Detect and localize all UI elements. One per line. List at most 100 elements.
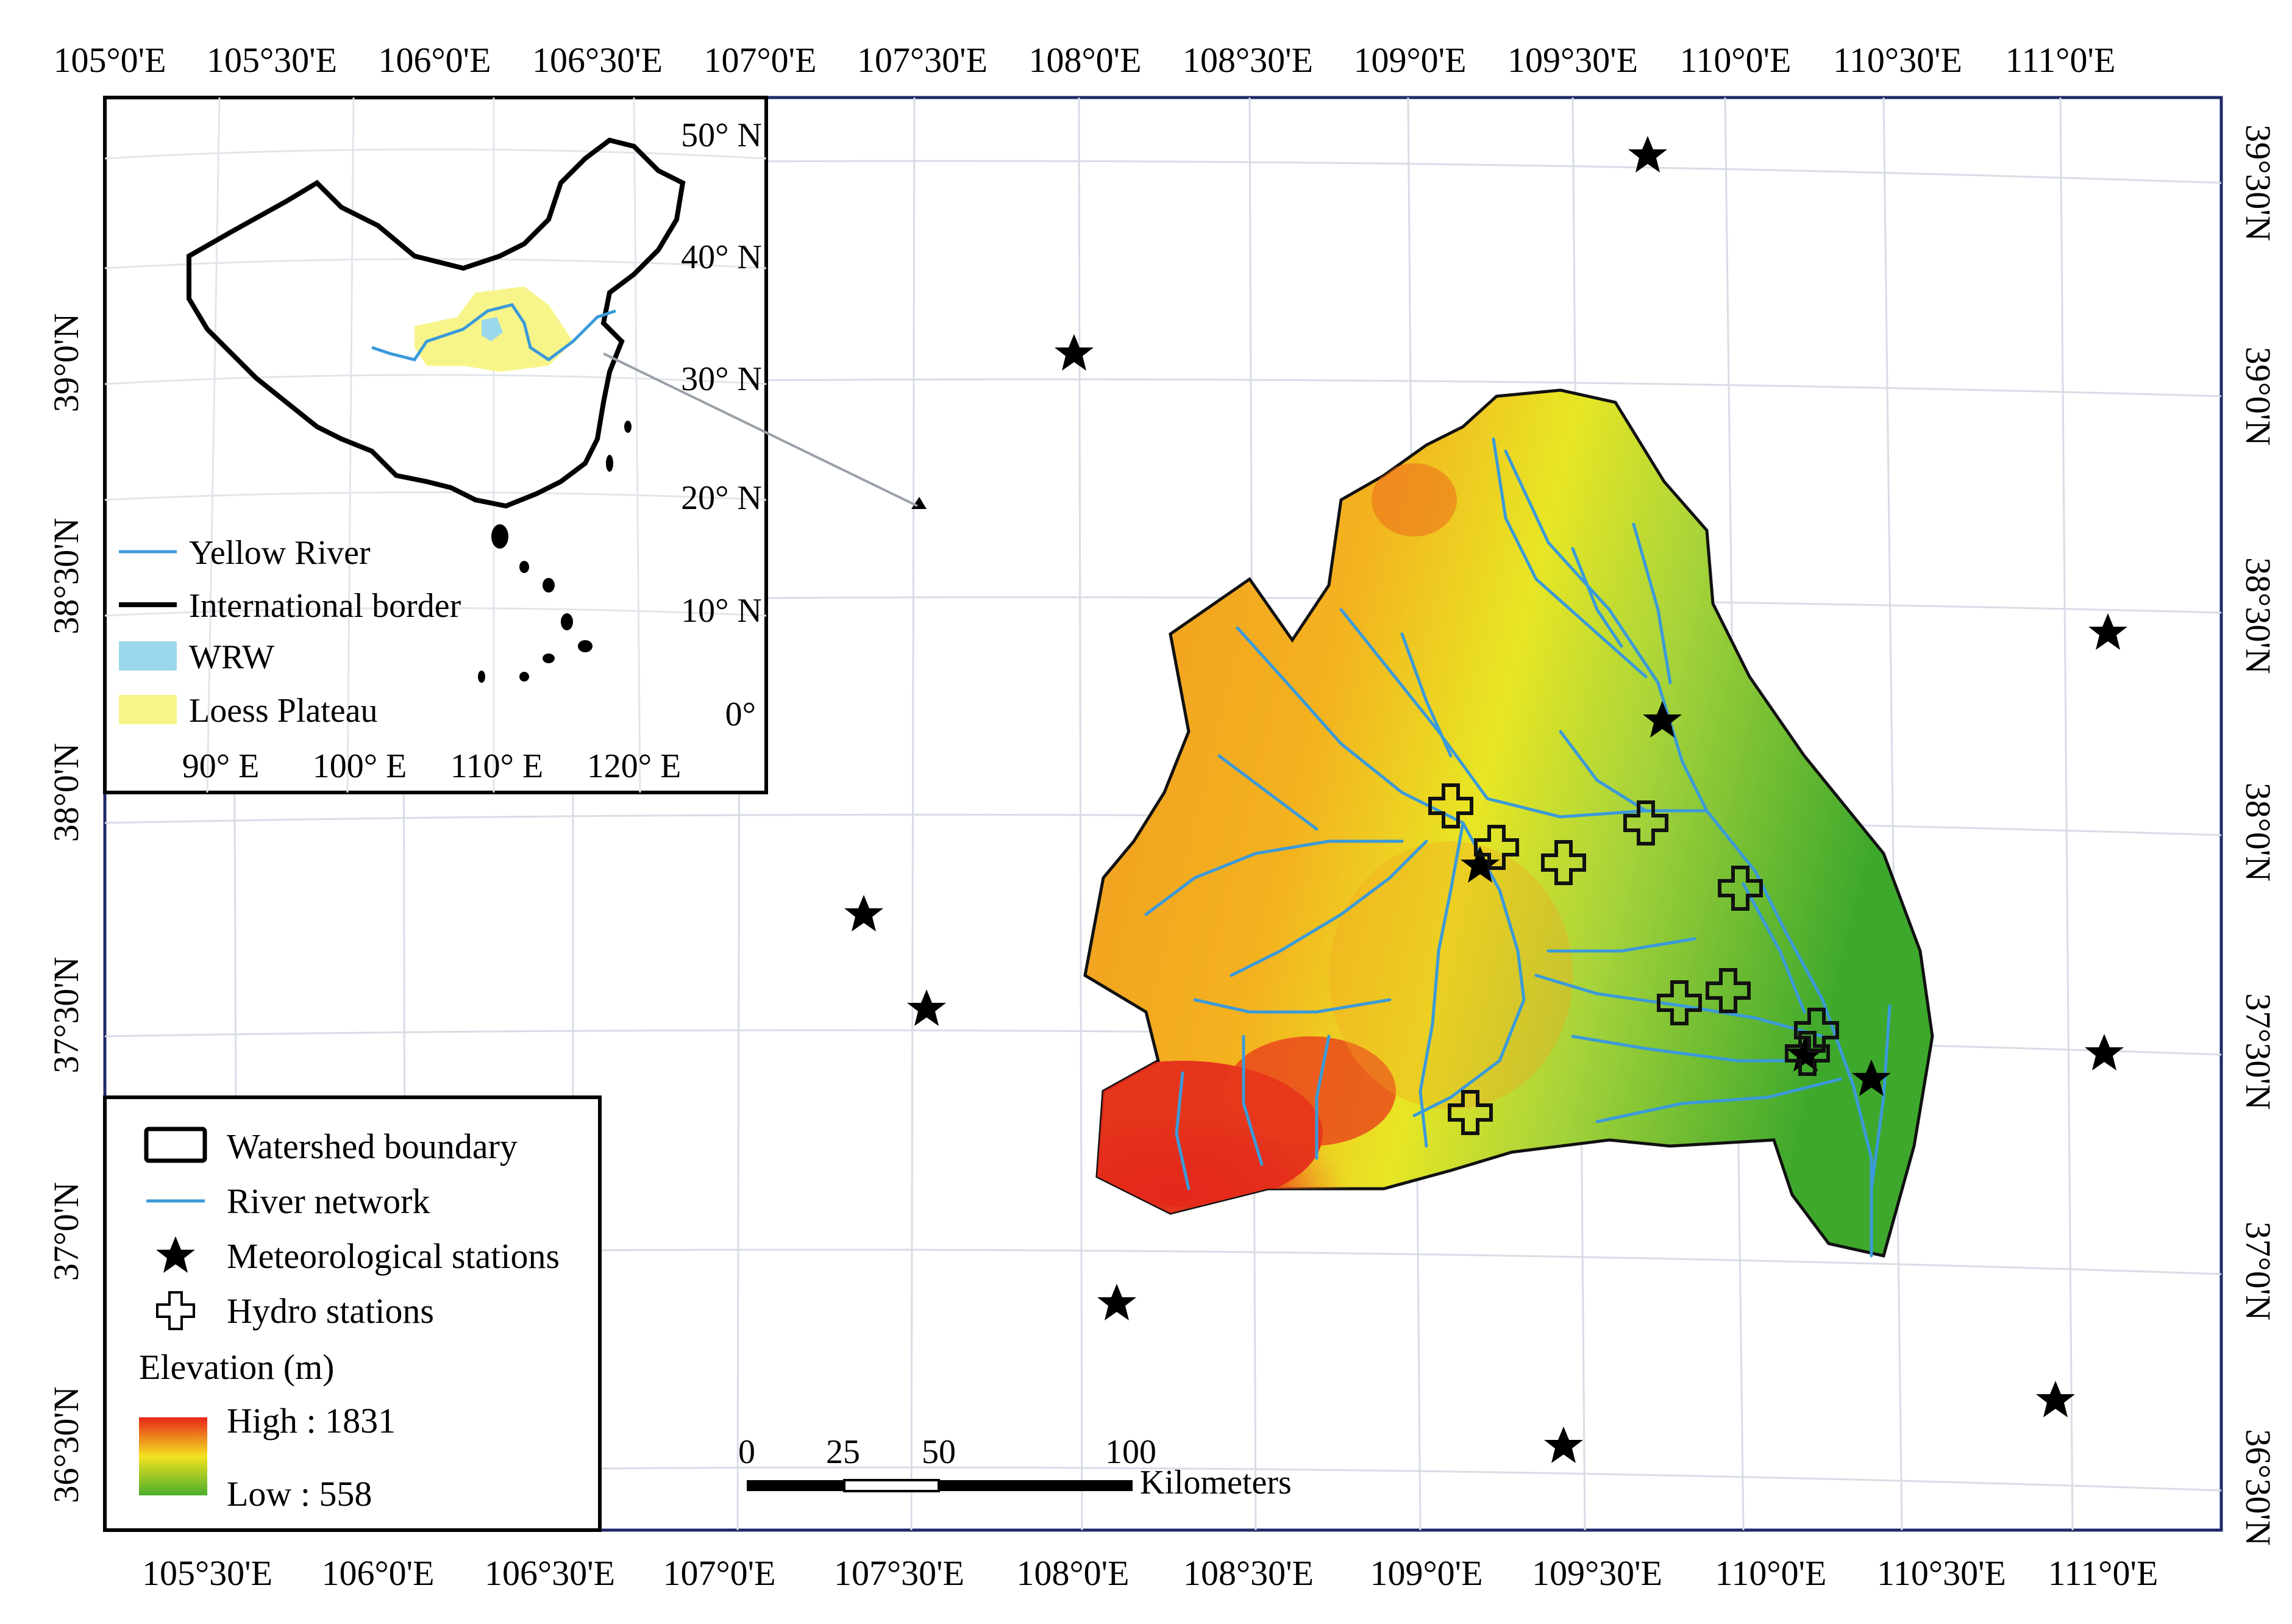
loess-plateau-legend-icon <box>119 695 177 724</box>
top-tick-label: 111°0'E <box>2006 40 2116 80</box>
inset-legend-label: Yellow River <box>189 534 371 572</box>
inset-map: 50° N 40° N 30° N 20° N 10° N 0° 90° E 1… <box>103 96 918 794</box>
elevation-low-label: Low : 558 <box>227 1474 372 1514</box>
wrw-region <box>482 317 503 341</box>
star-icon <box>2085 1034 2124 1070</box>
right-tick-label: 37°30'N <box>2238 993 2278 1110</box>
meteorological-stations <box>844 136 2127 1463</box>
watershed-boundary-icon <box>144 1127 207 1163</box>
star-icon <box>2088 613 2127 650</box>
scale-tick-label: 50 <box>922 1433 956 1471</box>
left-axis-labels: 39°0'N 38°30'N 38°0'N 37°30'N 37°0'N 36°… <box>46 313 86 1503</box>
inset-lat-label: 30° N <box>681 360 762 398</box>
cross-icon <box>1541 840 1586 885</box>
cross-icon <box>1785 1031 1830 1076</box>
cross-icon <box>1428 783 1473 828</box>
scale-tick-label: 25 <box>826 1433 860 1471</box>
top-tick-label: 110°30'E <box>1833 40 1962 80</box>
cross-icon <box>1794 1008 1839 1053</box>
legend-label: Hydro stations <box>227 1291 434 1331</box>
right-tick-label: 38°0'N <box>2238 783 2278 882</box>
inset-lat-label: 40° N <box>681 238 762 276</box>
top-tick-label: 108°30'E <box>1183 40 1313 80</box>
inset-legend: Yellow River International border WRW Lo… <box>119 534 461 730</box>
cross-icon <box>1474 825 1519 870</box>
inset-lon-label: 90° E <box>182 747 260 785</box>
inset-pointer-line <box>603 352 918 507</box>
right-axis-labels: 39°30'N 39°0'N 38°30'N 38°0'N 37°30'N 37… <box>2238 124 2278 1546</box>
inset-lat-label: 10° N <box>681 592 762 630</box>
top-tick-label: 106°30'E <box>532 40 663 80</box>
star-icon <box>1643 701 1682 738</box>
bottom-tick-label: 107°30'E <box>834 1553 964 1593</box>
bottom-tick-label: 106°30'E <box>485 1553 615 1593</box>
right-tick-label: 37°0'N <box>2238 1222 2278 1321</box>
cross-icon <box>1448 1090 1493 1135</box>
right-tick-label: 36°30'N <box>2238 1429 2278 1546</box>
inset-legend-label: WRW <box>189 638 274 676</box>
top-tick-label: 109°0'E <box>1353 40 1466 80</box>
inset-legend-label: Loess Plateau <box>189 692 377 730</box>
inset-legend-label: International border <box>189 587 461 625</box>
left-tick-label: 38°0'N <box>46 743 86 842</box>
star-icon <box>1628 136 1667 173</box>
river-network <box>1144 437 1892 1258</box>
bottom-axis-labels: 105°30'E 106°0'E 106°30'E 107°0'E 107°30… <box>142 1553 2158 1593</box>
bottom-tick-label: 110°30'E <box>1877 1553 2006 1593</box>
star-icon <box>2036 1381 2075 1417</box>
cross-icon <box>1706 968 1751 1013</box>
star-icon <box>844 895 883 931</box>
inset-lon-label: 110° E <box>450 747 544 785</box>
elevation-high-label: High : 1831 <box>227 1401 396 1441</box>
right-tick-label: 38°30'N <box>2238 557 2278 674</box>
yellow-river-line <box>371 303 616 362</box>
legend-label: Watershed boundary <box>227 1127 518 1166</box>
china-border <box>187 137 686 509</box>
scale-bar: 0 25 50 100 Kilometers <box>738 1433 1292 1501</box>
bottom-tick-label: 111°0'E <box>2048 1553 2159 1593</box>
bottom-tick-label: 107°0'E <box>663 1553 775 1593</box>
top-tick-label: 105°30'E <box>207 40 337 80</box>
scale-tick-label: 100 <box>1105 1433 1156 1471</box>
star-icon <box>1852 1060 1891 1096</box>
bottom-tick-label: 108°30'E <box>1183 1553 1314 1593</box>
top-tick-label: 108°0'E <box>1028 40 1141 80</box>
star-icon <box>1097 1284 1136 1320</box>
elevation-title: Elevation (m) <box>139 1347 335 1387</box>
top-tick-label: 105°0'E <box>53 40 166 80</box>
star-icon <box>1055 334 1094 371</box>
bottom-tick-label: 109°0'E <box>1370 1553 1482 1593</box>
top-tick-label: 107°30'E <box>857 40 988 80</box>
inset-lat-label: 50° N <box>681 116 762 154</box>
inset-lat-label: 20° N <box>681 479 762 517</box>
legend-label: Meteorological stations <box>227 1236 560 1276</box>
star-icon <box>1544 1426 1583 1463</box>
bottom-tick-label: 109°30'E <box>1532 1553 1662 1593</box>
cross-icon <box>1623 800 1668 846</box>
top-tick-label: 107°0'E <box>703 40 816 80</box>
main-legend: Watershed boundary River network Meteoro… <box>103 1095 602 1532</box>
cross-icon <box>1718 866 1763 911</box>
scale-tick-label: 0 <box>738 1433 755 1471</box>
bottom-tick-label: 110°0'E <box>1715 1553 1827 1593</box>
legend-label: River network <box>227 1181 430 1221</box>
top-tick-label: 106°0'E <box>378 40 491 80</box>
right-tick-label: 39°0'N <box>2238 347 2278 446</box>
bottom-tick-label: 108°0'E <box>1016 1553 1129 1593</box>
inset-lon-label: 100° E <box>313 747 407 785</box>
top-tick-label: 110°0'E <box>1680 40 1792 80</box>
top-tick-label: 109°30'E <box>1507 40 1638 80</box>
cross-icon <box>156 1291 195 1330</box>
inset-lat-label: 0° <box>725 696 756 733</box>
left-tick-label: 38°30'N <box>46 518 86 635</box>
inset-lon-label: 120° E <box>587 747 682 785</box>
hydro-stations <box>1428 783 1839 1135</box>
star-icon <box>907 989 946 1026</box>
scale-unit-label: Kilometers <box>1140 1464 1292 1501</box>
bottom-tick-label: 105°30'E <box>142 1553 272 1593</box>
star-icon <box>1461 846 1500 883</box>
left-tick-label: 37°0'N <box>46 1182 86 1281</box>
elevation-ramp <box>139 1417 207 1495</box>
star-icon <box>156 1236 195 1273</box>
